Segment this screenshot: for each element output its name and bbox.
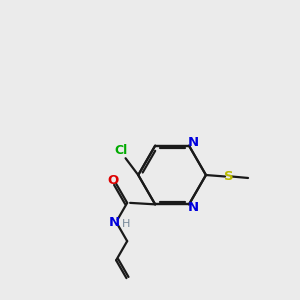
Text: O: O — [108, 174, 119, 187]
Text: Cl: Cl — [114, 144, 127, 157]
Text: N: N — [109, 215, 120, 229]
Text: N: N — [188, 136, 199, 149]
Text: S: S — [224, 170, 233, 183]
Text: H: H — [122, 219, 130, 230]
Text: N: N — [188, 201, 199, 214]
